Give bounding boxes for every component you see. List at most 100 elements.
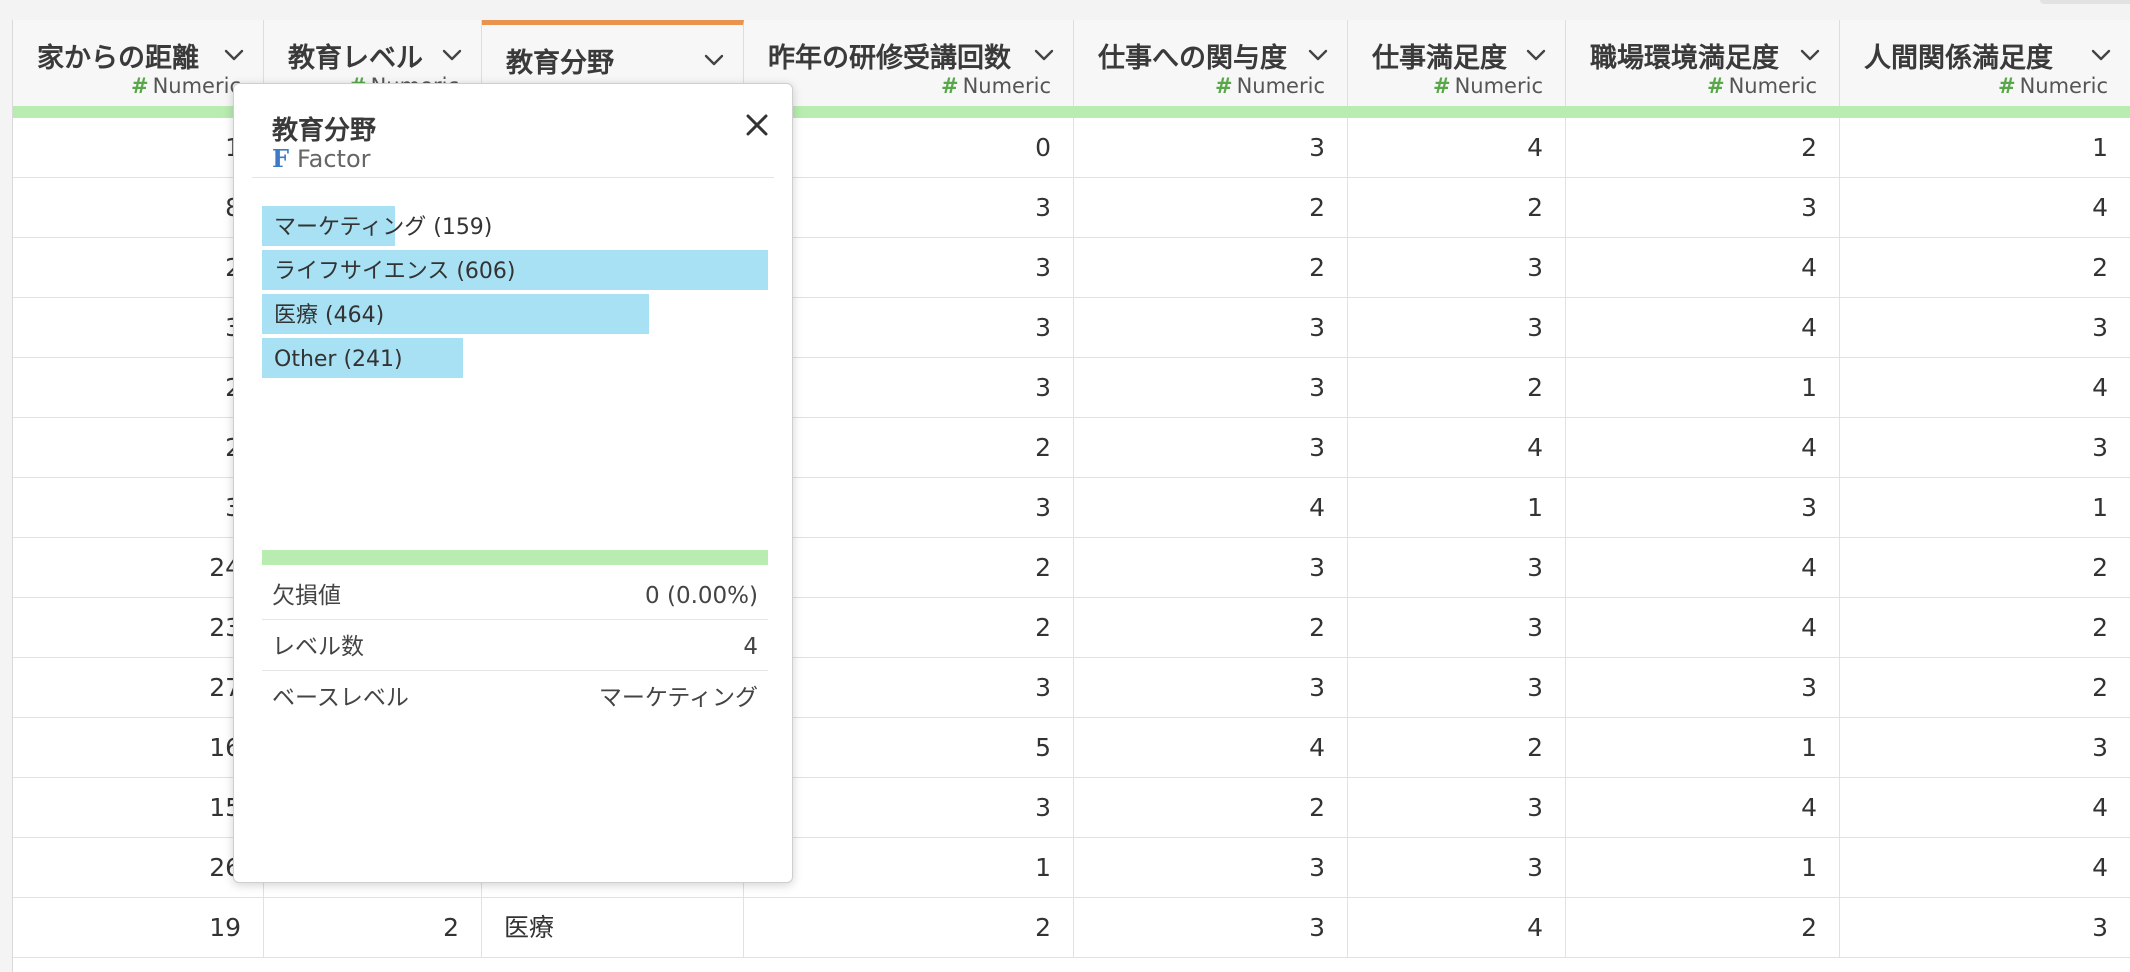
column-header-8[interactable]: 人間関係満足度 # Numeric — [1840, 20, 2130, 106]
table-cell[interactable]: 19 — [13, 898, 264, 958]
table-cell[interactable]: 4 — [1566, 238, 1840, 298]
table-cell[interactable]: 3 — [1348, 298, 1566, 358]
table-cell[interactable]: 3 — [1348, 658, 1566, 718]
table-cell[interactable]: 3 — [1348, 838, 1566, 898]
table-cell[interactable]: 2 — [744, 538, 1074, 598]
table-cell[interactable]: 医療 — [482, 898, 744, 958]
table-cell[interactable]: 2 — [13, 238, 264, 298]
table-cell[interactable]: 27 — [13, 658, 264, 718]
level-bar-row[interactable]: Other (241) — [262, 338, 768, 378]
table-cell[interactable]: 2 — [13, 418, 264, 478]
level-bar-row[interactable]: 医療 (464) — [262, 294, 768, 334]
table-cell[interactable]: 3 — [744, 358, 1074, 418]
table-cell[interactable]: 1 — [13, 118, 264, 178]
table-cell[interactable]: 1 — [1840, 118, 2130, 178]
table-cell[interactable]: 2 — [1074, 178, 1348, 238]
table-cell[interactable]: 2 — [1840, 238, 2130, 298]
table-cell[interactable]: 1 — [1566, 838, 1840, 898]
table-cell[interactable]: 0 — [744, 118, 1074, 178]
table-cell[interactable]: 3 — [1566, 178, 1840, 238]
table-cell[interactable]: 24 — [13, 538, 264, 598]
table-cell[interactable]: 4 — [1566, 298, 1840, 358]
table-cell[interactable]: 4 — [1348, 118, 1566, 178]
table-cell[interactable]: 3 — [13, 478, 264, 538]
table-cell[interactable]: 1 — [1566, 718, 1840, 778]
table-cell[interactable]: 3 — [1566, 478, 1840, 538]
table-cell[interactable]: 2 — [1840, 538, 2130, 598]
table-cell[interactable]: 3 — [1074, 658, 1348, 718]
table-cell[interactable]: 2 — [1566, 118, 1840, 178]
table-cell[interactable]: 3 — [1074, 298, 1348, 358]
table-cell[interactable]: 3 — [1840, 898, 2130, 958]
table-cell[interactable]: 2 — [744, 598, 1074, 658]
column-header-4[interactable]: 昨年の研修受講回数 # Numeric — [744, 20, 1074, 106]
table-cell[interactable]: 8 — [13, 178, 264, 238]
table-cell[interactable]: 4 — [1566, 538, 1840, 598]
table-cell[interactable]: 1 — [744, 838, 1074, 898]
table-cell[interactable]: 3 — [1348, 538, 1566, 598]
table-cell[interactable]: 3 — [1074, 838, 1348, 898]
table-cell[interactable]: 2 — [1074, 238, 1348, 298]
chevron-down-icon[interactable] — [703, 49, 725, 71]
table-cell[interactable]: 2 — [1840, 598, 2130, 658]
toolbar-button[interactable] — [2040, 0, 2130, 4]
table-cell[interactable]: 3 — [1348, 238, 1566, 298]
table-cell[interactable]: 2 — [1348, 358, 1566, 418]
table-cell[interactable]: 2 — [1840, 658, 2130, 718]
table-cell[interactable]: 4 — [1348, 898, 1566, 958]
chevron-down-icon[interactable] — [441, 44, 463, 66]
table-cell[interactable]: 1 — [1840, 478, 2130, 538]
table-cell[interactable]: 3 — [1074, 118, 1348, 178]
table-cell[interactable]: 2 — [13, 358, 264, 418]
table-cell[interactable]: 4 — [1566, 598, 1840, 658]
table-cell[interactable]: 3 — [1074, 358, 1348, 418]
table-cell[interactable]: 4 — [1566, 778, 1840, 838]
level-bar-row[interactable]: ライフサイエンス (606) — [262, 250, 768, 290]
table-cell[interactable]: 3 — [1348, 778, 1566, 838]
level-bar-row[interactable]: マーケティング (159) — [262, 206, 768, 246]
table-cell[interactable]: 1 — [1566, 358, 1840, 418]
column-header-5[interactable]: 仕事への関与度 # Numeric — [1074, 20, 1348, 106]
table-cell[interactable]: 2 — [1566, 898, 1840, 958]
table-cell[interactable]: 2 — [1074, 598, 1348, 658]
table-cell[interactable]: 3 — [1348, 598, 1566, 658]
table-cell[interactable]: 4 — [1074, 478, 1348, 538]
table-cell[interactable]: 3 — [1840, 418, 2130, 478]
table-cell[interactable]: 3 — [1840, 298, 2130, 358]
chevron-down-icon[interactable] — [1307, 44, 1329, 66]
table-cell[interactable]: 3 — [744, 178, 1074, 238]
column-header-7[interactable]: 職場環境満足度 # Numeric — [1566, 20, 1840, 106]
table-cell[interactable]: 3 — [13, 298, 264, 358]
table-cell[interactable]: 2 — [744, 418, 1074, 478]
table-cell[interactable]: 3 — [744, 238, 1074, 298]
table-cell[interactable]: 3 — [1566, 658, 1840, 718]
chevron-down-icon[interactable] — [223, 44, 245, 66]
table-cell[interactable]: 3 — [744, 778, 1074, 838]
table-cell[interactable]: 4 — [1566, 418, 1840, 478]
chevron-down-icon[interactable] — [1033, 44, 1055, 66]
table-cell[interactable]: 23 — [13, 598, 264, 658]
table-cell[interactable]: 4 — [1840, 778, 2130, 838]
close-icon[interactable] — [742, 110, 772, 140]
table-cell[interactable]: 4 — [1840, 178, 2130, 238]
table-cell[interactable]: 2 — [264, 898, 482, 958]
table-cell[interactable]: 2 — [1348, 718, 1566, 778]
table-cell[interactable]: 16 — [13, 718, 264, 778]
table-cell[interactable]: 1 — [1348, 478, 1566, 538]
column-header-6[interactable]: 仕事満足度 # Numeric — [1348, 20, 1566, 106]
table-cell[interactable]: 3 — [1840, 718, 2130, 778]
table-cell[interactable]: 4 — [1840, 838, 2130, 898]
column-header-1[interactable]: 家からの距離 # Numeric — [13, 20, 264, 106]
table-cell[interactable]: 5 — [744, 718, 1074, 778]
table-cell[interactable]: 4 — [1348, 418, 1566, 478]
table-cell[interactable]: 2 — [1074, 778, 1348, 838]
chevron-down-icon[interactable] — [1525, 44, 1547, 66]
table-cell[interactable]: 15 — [13, 778, 264, 838]
table-cell[interactable]: 3 — [744, 298, 1074, 358]
table-cell[interactable]: 2 — [744, 898, 1074, 958]
table-cell[interactable]: 26 — [13, 838, 264, 898]
chevron-down-icon[interactable] — [2090, 44, 2112, 66]
table-cell[interactable]: 3 — [744, 658, 1074, 718]
chevron-down-icon[interactable] — [1799, 44, 1821, 66]
table-cell[interactable]: 3 — [1074, 538, 1348, 598]
